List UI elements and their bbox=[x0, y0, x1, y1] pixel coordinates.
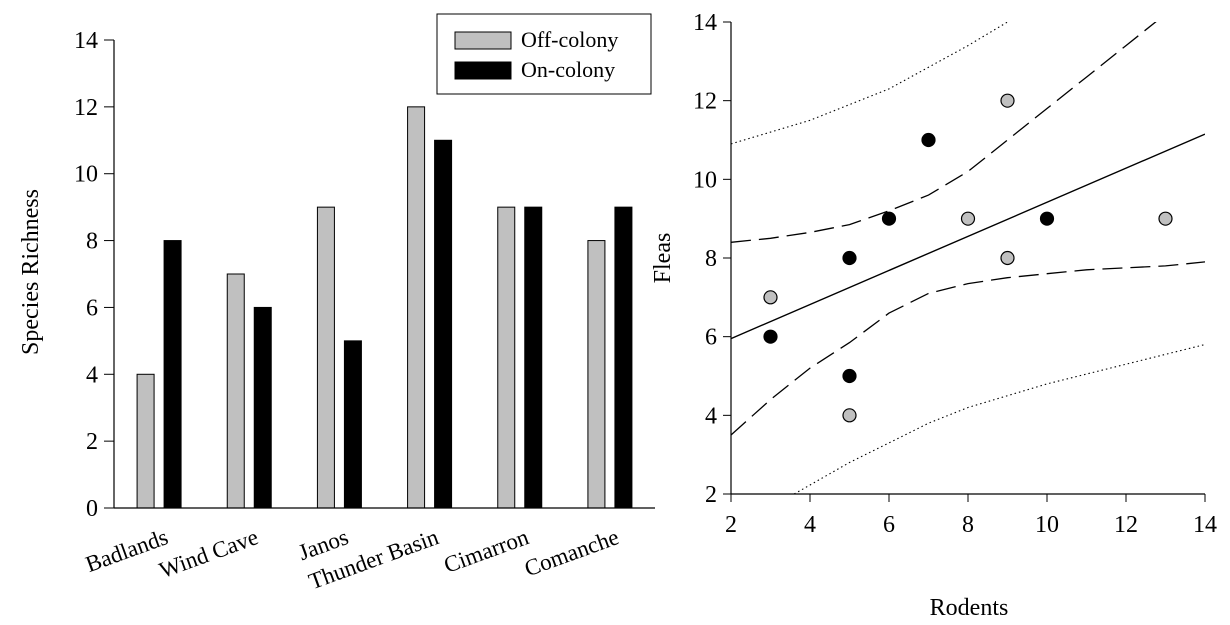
scatter-x-tick-label: 4 bbox=[804, 512, 816, 538]
prediction-band-lower bbox=[793, 343, 1205, 494]
scatter-point-gray bbox=[960, 211, 976, 226]
scatter-y-tick-label: 14 bbox=[693, 10, 717, 36]
scatter-y-tick-label: 10 bbox=[693, 167, 717, 193]
bar-y-tick-label: 4 bbox=[86, 362, 98, 388]
bar-legend: Off-colony On-colony bbox=[436, 13, 652, 95]
scatter-points bbox=[763, 93, 1173, 423]
scatter-y-tick-label: 4 bbox=[705, 403, 717, 429]
regression-line bbox=[731, 133, 1205, 340]
scatter-y-tick-label: 6 bbox=[705, 325, 717, 351]
scatter-point-gray bbox=[842, 408, 857, 423]
bar-y-tick-label: 12 bbox=[74, 95, 98, 121]
bar-legend-box bbox=[436, 13, 652, 95]
scatter-point-black bbox=[921, 132, 936, 148]
bar-off-colony-cimarron bbox=[497, 206, 516, 509]
bar-on-colony-wind-cave bbox=[253, 306, 272, 509]
scatter-y-tick-label: 8 bbox=[705, 246, 717, 272]
bar-on-colony-janos bbox=[343, 340, 362, 509]
bar-off-colony-wind-cave bbox=[226, 273, 245, 509]
scatter-x-tick-label: 14 bbox=[1193, 512, 1217, 538]
bar-legend-label: On-colony bbox=[521, 57, 615, 82]
bar-y-tick-label: 2 bbox=[86, 429, 98, 455]
bar-y-tick-label: 6 bbox=[86, 295, 98, 321]
bar-y-tick-label: 10 bbox=[74, 162, 98, 188]
bar-off-colony-janos bbox=[316, 206, 335, 509]
bar-y-tick-label: 8 bbox=[86, 229, 98, 255]
bar-y-tick-label: 0 bbox=[86, 496, 98, 522]
bar-off-colony-badlands bbox=[136, 373, 155, 509]
bar-off-colony-thunder-basin bbox=[407, 106, 426, 509]
bar-legend-swatch-off-colony bbox=[454, 31, 512, 50]
bar-on-colony-cimarron bbox=[524, 206, 543, 509]
bar-legend-swatch-on-colony bbox=[454, 61, 512, 80]
bar-x-tick-label: Cimarron bbox=[441, 524, 533, 578]
scatter-chart: 2 4 6 8 10 12 14 2 4 6 8 10 12 14 Rodents Fleas bbox=[650, 10, 1217, 621]
scatter-fit-lines bbox=[731, 22, 1205, 494]
scatter-y-tick-label: 2 bbox=[705, 482, 717, 508]
scatter-point-black bbox=[763, 329, 778, 344]
bar-on-colony-badlands bbox=[163, 240, 182, 509]
scatter-point-gray bbox=[763, 290, 778, 305]
scatter-y-axis-label: Fleas bbox=[650, 233, 676, 284]
scatter-point-gray bbox=[1000, 93, 1015, 108]
bar-x-tick-label: Wind Cave bbox=[156, 524, 262, 583]
bar-legend-label: Off-colony bbox=[521, 27, 618, 52]
scatter-point-gray bbox=[1158, 211, 1173, 226]
bar-off-colony-comanche bbox=[587, 240, 606, 509]
scatter-x-tick-label: 12 bbox=[1114, 512, 1138, 538]
scatter-point-black bbox=[1039, 211, 1055, 226]
bar-y-tick-label: 14 bbox=[74, 28, 98, 54]
scatter-axes: 2 4 6 8 10 12 14 2 4 6 8 10 12 14 bbox=[693, 10, 1217, 538]
bar-series-group bbox=[136, 106, 633, 509]
prediction-band-upper bbox=[731, 22, 1008, 145]
scatter-x-tick-label: 10 bbox=[1035, 512, 1059, 538]
scatter-x-tick-label: 2 bbox=[725, 512, 737, 538]
confidence-band-lower bbox=[731, 261, 1205, 436]
scatter-point-black bbox=[842, 250, 857, 266]
scatter-x-axis-label: Rodents bbox=[930, 595, 1009, 621]
confidence-band-upper bbox=[731, 22, 1157, 243]
bar-x-tick-label: Badlands bbox=[82, 524, 171, 577]
scatter-y-tick-label: 12 bbox=[693, 89, 717, 115]
bar-on-colony-comanche bbox=[614, 206, 633, 509]
scatter-x-tick-label: 6 bbox=[883, 512, 895, 538]
bar-y-axis-label: Species Richness bbox=[18, 189, 44, 355]
scatter-point-black bbox=[842, 368, 857, 384]
bar-on-colony-thunder-basin bbox=[434, 139, 453, 509]
scatter-point-gray bbox=[1000, 250, 1015, 266]
scatter-point-black bbox=[881, 211, 897, 226]
bar-x-tick-label: Comanche bbox=[521, 524, 622, 581]
scatter-x-tick-label: 8 bbox=[962, 512, 974, 538]
